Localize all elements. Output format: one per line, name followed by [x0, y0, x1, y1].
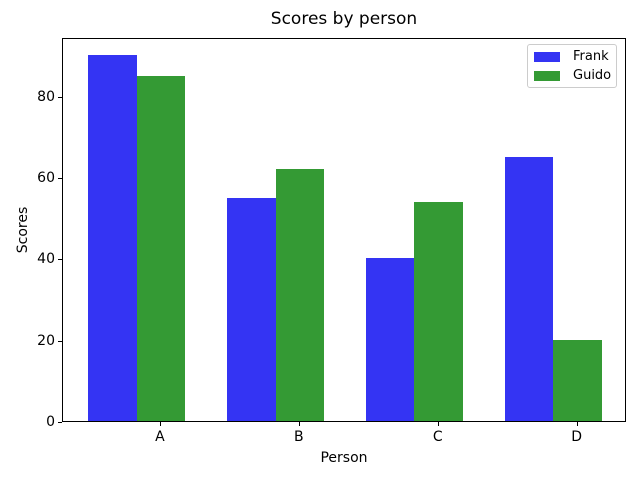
y-tick-mark: [58, 259, 62, 261]
x-tick-mark: [576, 422, 578, 426]
plot-area: [62, 38, 626, 422]
y-tick-mark: [58, 96, 62, 98]
bar-guido-b: [275, 169, 325, 421]
bar-guido-c: [414, 201, 464, 421]
x-axis-label: Person: [320, 450, 368, 466]
bar-guido-d: [553, 339, 602, 421]
y-tick-label: 80: [37, 88, 55, 105]
x-tick-mark: [159, 422, 161, 426]
bar-frank-a: [88, 55, 137, 421]
x-tick-label: A: [155, 429, 165, 445]
y-axis-label: Scores: [15, 206, 31, 254]
x-tick-label: B: [294, 429, 304, 445]
x-tick-label: D: [571, 429, 583, 445]
bar-guido-a: [136, 75, 186, 421]
chart-title: Scores by person: [270, 9, 418, 29]
y-tick-label: 60: [37, 170, 55, 187]
x-tick-mark: [437, 422, 439, 426]
x-tick-mark: [298, 422, 300, 426]
legend: Frank Guido: [527, 44, 617, 88]
bar-frank-b: [226, 197, 276, 421]
y-tick-mark: [58, 422, 62, 423]
legend-label: Frank: [573, 49, 609, 64]
legend-item-guido: Guido: [534, 67, 612, 84]
x-tick-label: C: [432, 429, 443, 445]
y-tick-mark: [58, 340, 62, 342]
legend-swatch-icon: [534, 70, 560, 81]
y-tick-mark: [58, 178, 62, 180]
y-tick-label: 0: [46, 414, 55, 430]
bar-frank-d: [504, 156, 554, 421]
legend-item-frank: Frank: [534, 48, 610, 65]
bar-frank-c: [365, 258, 415, 421]
legend-swatch-icon: [534, 51, 560, 62]
y-tick-label: 40: [37, 251, 55, 268]
y-tick-label: 20: [37, 332, 55, 349]
legend-label: Guido: [573, 68, 612, 83]
